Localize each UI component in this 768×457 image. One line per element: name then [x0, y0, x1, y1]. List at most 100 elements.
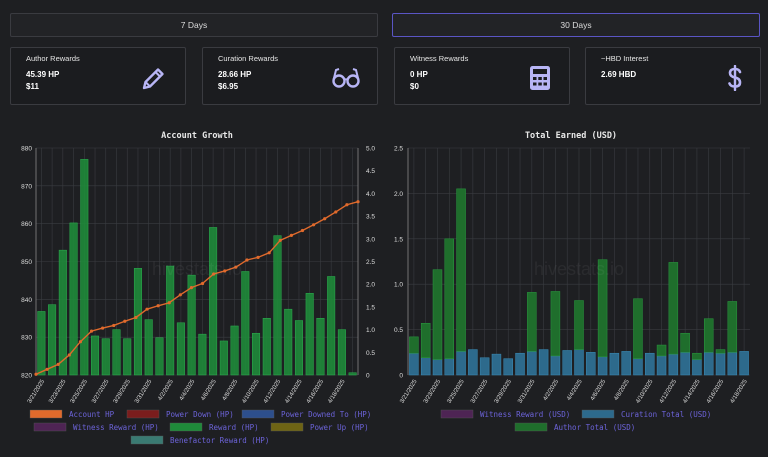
reward-bar — [305, 293, 314, 376]
x-tick-label: 4/2/2025 — [157, 378, 175, 402]
card-value-usd: $11 — [26, 82, 39, 91]
x-tick-label: 3/29/2025 — [113, 378, 133, 404]
reward-bar — [337, 329, 346, 376]
author-bar — [703, 318, 714, 353]
pencil-icon — [142, 68, 164, 90]
y2-tick-label: 4.5 — [366, 168, 375, 175]
curation-bar — [739, 351, 749, 376]
author-bar — [550, 291, 561, 357]
author-bar — [633, 298, 643, 359]
reward-bar — [155, 337, 164, 376]
y2-tick-label: 3.5 — [366, 214, 375, 221]
account-hp-point — [267, 251, 271, 255]
reward-bar — [48, 304, 57, 376]
reward-bar — [58, 249, 67, 376]
y2-tick-label: 5.0 — [366, 146, 375, 153]
author-rewards-card: Author Rewards 45.39 HP $11 — [10, 47, 186, 105]
curation-bar — [715, 352, 726, 376]
x-tick-label: 3/23/2025 — [423, 378, 443, 404]
curation-bar — [692, 359, 702, 376]
card-value-hp: 45.39 HP — [26, 70, 60, 79]
legend-label: Witness Reward (HP) — [73, 423, 159, 432]
account-hp-point — [323, 217, 327, 221]
x-tick-label: 4/12/2025 — [659, 378, 679, 404]
reward-bar — [101, 338, 110, 376]
author-bar — [409, 336, 419, 354]
x-tick-label: 3/21/2025 — [399, 378, 419, 404]
card-title: Witness Rewards — [410, 54, 469, 63]
y-tick-label: 820 — [21, 373, 32, 380]
y2-tick-label: 2.5 — [366, 259, 375, 266]
account-hp-point — [311, 223, 316, 227]
reward-bar — [284, 308, 293, 376]
curation-bar — [409, 352, 419, 376]
legend-swatch — [126, 409, 160, 419]
reward-bar — [133, 268, 142, 376]
legend-swatch — [270, 422, 304, 432]
card-value-usd: $0 — [410, 82, 419, 91]
legend-label: Reward (HP) — [209, 423, 259, 432]
card-value-hp: 28.66 HP — [218, 70, 252, 79]
account-hp-point — [101, 326, 105, 330]
curation-bar — [703, 352, 714, 376]
reward-bar — [37, 311, 46, 376]
account-hp-point — [334, 210, 338, 214]
account-hp-point — [145, 307, 149, 311]
account-hp-line — [35, 201, 359, 375]
author-bar — [692, 352, 702, 360]
account-hp-point — [112, 323, 116, 328]
glasses-icon — [332, 68, 360, 88]
reward-bar — [230, 325, 239, 376]
reward-bar — [80, 159, 89, 376]
curation-bar — [633, 358, 643, 376]
author-bar — [456, 188, 466, 352]
range-7-days-button[interactable]: 7 Days — [10, 13, 378, 37]
account-hp-point — [134, 315, 138, 320]
author-bar — [420, 322, 431, 358]
account-hp-point — [45, 367, 49, 371]
legend-swatch — [33, 422, 67, 432]
x-tick-label: 4/12/2025 — [263, 378, 283, 404]
watermark-text: hivestats.io — [534, 259, 624, 279]
x-tick-label: 3/27/2025 — [470, 378, 490, 404]
legend-label: Account HP — [69, 410, 115, 419]
y2-tick-label: 1.5 — [366, 304, 375, 311]
reward-bar — [219, 340, 228, 376]
curation-bar — [727, 352, 738, 376]
account-hp-point — [300, 228, 305, 233]
account-hp-point — [200, 281, 205, 286]
reward-bar — [176, 322, 185, 376]
total-earned-chart: 0 0.5 1.0 1.5 2.0 2.5 3/21/2025 3/23/2025 3/25/2… — [394, 146, 750, 432]
legend-swatch — [29, 409, 63, 419]
x-tick-label: 4/6/2025 — [590, 378, 608, 402]
witness-rewards-card: Witness Rewards 0 HP $0 — [394, 47, 570, 105]
curation-bar — [656, 355, 667, 376]
reward-bar — [69, 222, 78, 376]
range-30-days-button[interactable]: 30 Days — [392, 13, 760, 37]
account-hp-point — [234, 265, 238, 269]
card-value-hbd: 2.69 HBD — [601, 70, 637, 79]
curation-bar — [538, 349, 549, 376]
curation-bar — [479, 357, 490, 376]
reward-bar — [187, 274, 196, 376]
y-tick-label: 0.5 — [394, 327, 403, 334]
curation-bar — [574, 349, 584, 376]
x-tick-label: 4/10/2025 — [241, 378, 261, 404]
reward-bar — [123, 338, 132, 376]
author-bar — [668, 262, 679, 355]
x-tick-label: 4/18/2025 — [327, 378, 347, 404]
reward-bar — [252, 332, 261, 376]
curation-bar — [668, 353, 679, 376]
legend-label: Curation Total (USD) — [621, 410, 711, 419]
reward-bar — [273, 235, 282, 376]
author-bar — [656, 344, 667, 357]
curation-bar — [491, 353, 502, 376]
x-tick-label: 4/10/2025 — [635, 378, 655, 404]
calculator-icon — [530, 66, 550, 90]
card-value-hp: 0 HP — [410, 70, 428, 79]
x-tick-label: 3/31/2025 — [517, 378, 537, 404]
curation-bar — [550, 355, 561, 376]
x-tick-label: 4/18/2025 — [730, 378, 750, 404]
legend-label: Power Up (HP) — [310, 423, 369, 432]
